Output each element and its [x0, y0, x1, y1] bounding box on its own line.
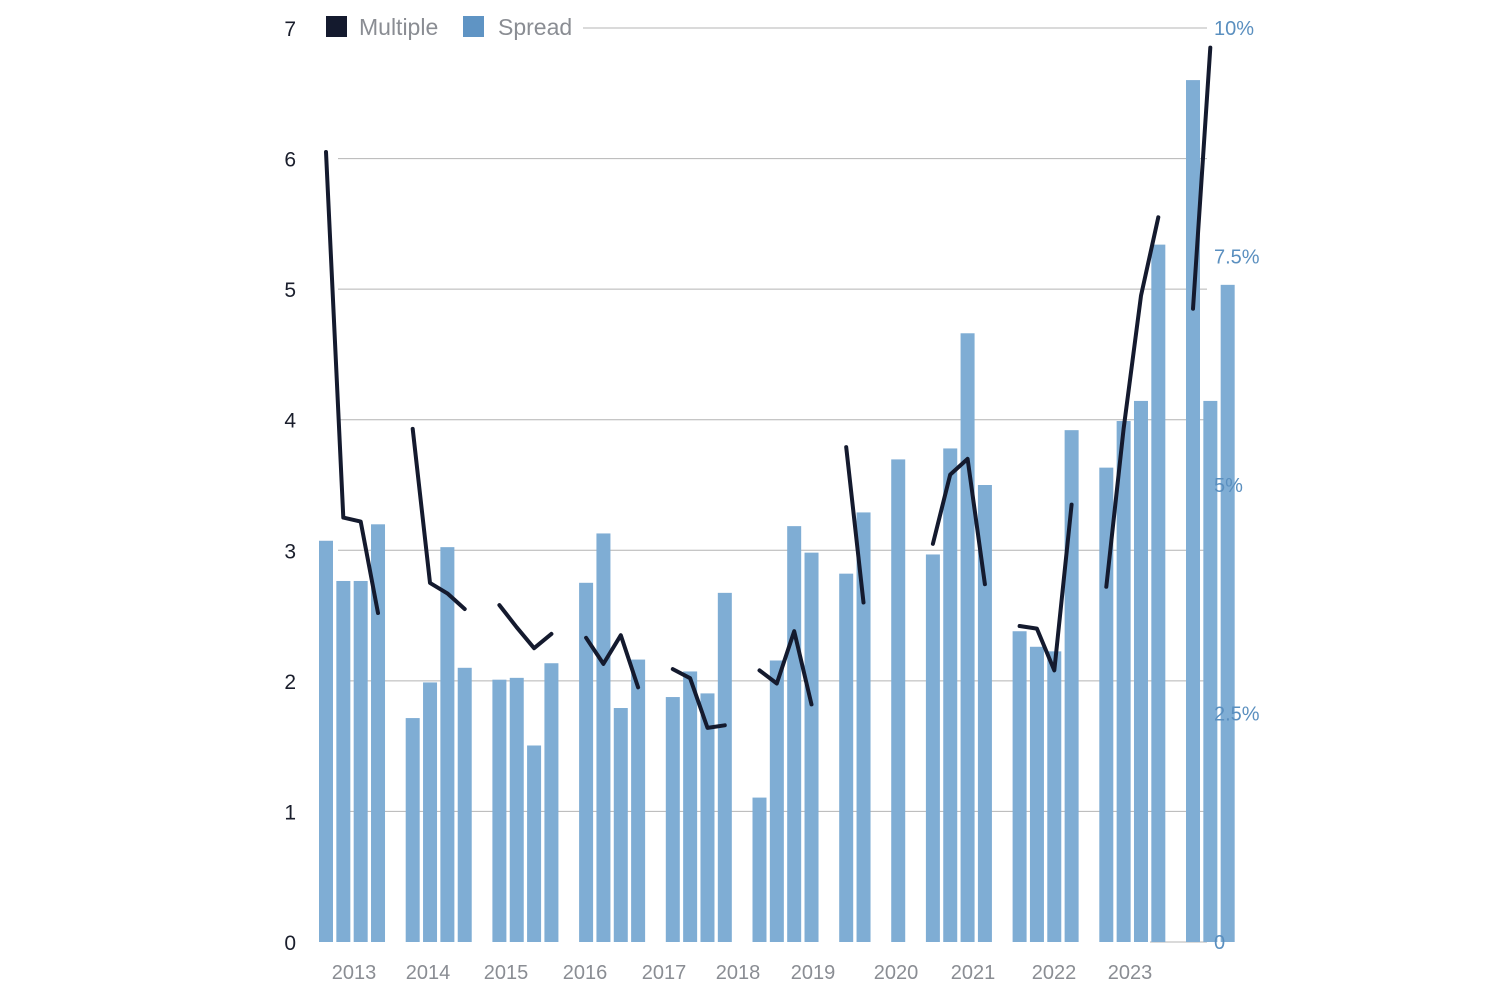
- x-tick-label: 2013: [332, 962, 377, 984]
- bar: [1133, 400, 1148, 942]
- bar: [1029, 646, 1044, 942]
- multiple-line: [324, 45, 1213, 730]
- x-tick-label: 2023: [1108, 962, 1153, 984]
- bar: [544, 663, 559, 942]
- line-segment: [670, 667, 727, 730]
- bar: [509, 677, 524, 942]
- legend-swatch-multiple: [326, 16, 347, 37]
- bar: [839, 573, 854, 942]
- line-segment: [324, 150, 380, 615]
- bar: [960, 333, 975, 942]
- x-tick-label: 2016: [563, 962, 608, 984]
- bar: [371, 524, 386, 942]
- x-tick-label: 2017: [642, 962, 687, 984]
- bar: [1203, 400, 1218, 942]
- bar: [804, 552, 819, 942]
- bar: [1012, 631, 1027, 942]
- bar: [977, 485, 992, 942]
- x-tick-label: 2020: [874, 962, 919, 984]
- bar: [891, 459, 906, 942]
- bar: [752, 797, 767, 942]
- bar: [527, 745, 542, 942]
- bar: [1099, 467, 1114, 942]
- x-tick-label: 2018: [716, 962, 761, 984]
- x-tick-label: 2021: [951, 962, 996, 984]
- x-tick-label: 2022: [1032, 962, 1077, 984]
- bar: [717, 592, 732, 942]
- bar: [683, 671, 698, 942]
- x-tick-label: 2015: [484, 962, 529, 984]
- bar: [492, 679, 507, 942]
- spread-bars: [319, 80, 1235, 943]
- axes: 0 1 2 3 4 5 6 7 0 2.5% 5% 7.5% 10% 2013 2014 2015 2016 20…: [284, 18, 1259, 984]
- bar: [579, 582, 594, 942]
- bar: [319, 540, 333, 942]
- bar: [943, 448, 958, 942]
- bar: [1220, 284, 1235, 943]
- y-right-tick-label: 7.5%: [1214, 247, 1260, 269]
- y-left-tick-label: 5: [284, 279, 296, 302]
- x-tick-label: 2014: [406, 962, 451, 984]
- line-segment: [497, 603, 554, 651]
- bar: [1151, 244, 1166, 943]
- bar: [405, 718, 420, 942]
- bar: [440, 547, 455, 942]
- line-segment: [1017, 502, 1074, 673]
- y-right-tick-label: 2.5%: [1214, 704, 1260, 726]
- bar: [856, 512, 871, 942]
- legend: Multiple Spread: [326, 14, 572, 40]
- legend-label-multiple: Multiple: [359, 14, 438, 40]
- y-left-tick-label: 3: [284, 540, 296, 563]
- line-segment: [584, 633, 641, 690]
- bar: [700, 693, 715, 942]
- y-right-tick-label: 5%: [1214, 475, 1243, 497]
- legend-swatch-spread: [463, 16, 484, 37]
- line-segment: [930, 456, 987, 587]
- line-segment: [1104, 215, 1161, 589]
- bar: [1064, 430, 1079, 942]
- gridlines: [338, 27, 1207, 943]
- legend-label-spread: Spread: [498, 14, 572, 40]
- y-left-tick-label: 2: [284, 671, 296, 694]
- bar: [787, 526, 802, 942]
- bar: [925, 554, 940, 942]
- bar: [769, 660, 784, 942]
- bar: [336, 580, 351, 942]
- y-left-tick-label: 0: [284, 932, 296, 955]
- line-segment: [844, 445, 866, 605]
- bar: [457, 667, 472, 942]
- bar: [1047, 651, 1062, 942]
- bar: [1116, 421, 1131, 942]
- bar: [613, 708, 628, 942]
- line-segment: [757, 629, 814, 707]
- y-right-tick-label: 0: [1214, 932, 1225, 954]
- bar: [1186, 80, 1200, 942]
- line-segment: [1191, 45, 1213, 311]
- y-left-tick-label: 4: [284, 410, 296, 433]
- y-left-tick-label: 6: [284, 149, 296, 172]
- y-left-tick-label: 1: [284, 801, 296, 824]
- bar: [353, 580, 368, 942]
- y-right-tick-label: 10%: [1214, 18, 1254, 40]
- bar: [596, 533, 611, 942]
- x-tick-label: 2019: [791, 962, 836, 984]
- line-segment: [410, 426, 467, 611]
- bar: [423, 682, 438, 942]
- bar: [665, 697, 680, 942]
- bar: [631, 659, 646, 942]
- y-left-tick-label: 7: [284, 18, 296, 41]
